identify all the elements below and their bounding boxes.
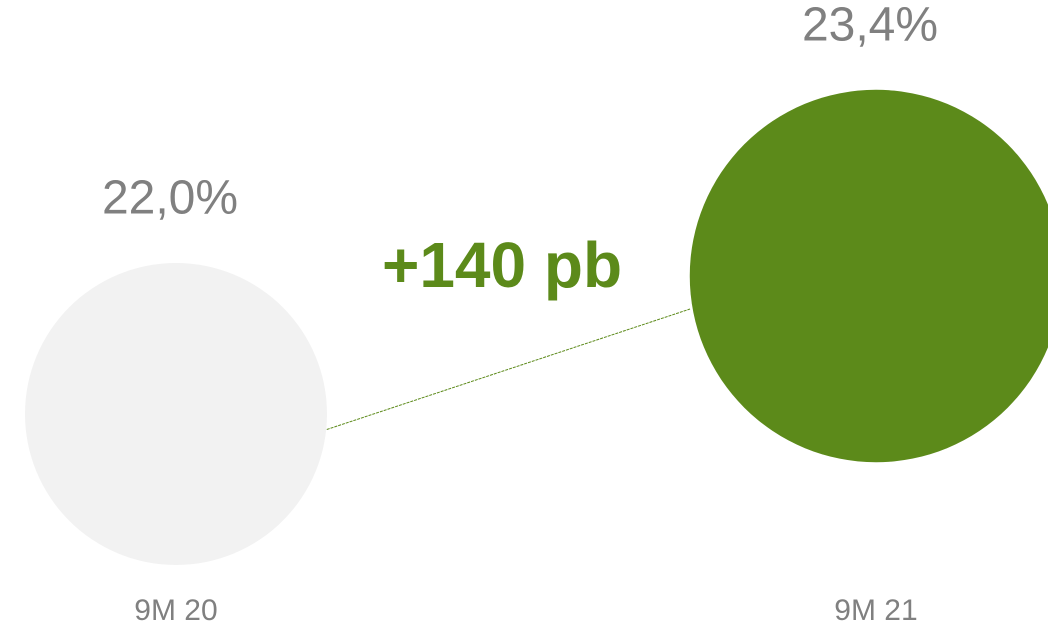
category-label: 9M 21: [834, 594, 917, 627]
change-annotation: +140 pb: [382, 229, 622, 301]
value-label: 22,0%: [102, 172, 238, 225]
connector: [326, 308, 691, 430]
bubble: [25, 263, 327, 565]
connector-layer: [326, 308, 691, 430]
bubble: [689, 89, 1048, 463]
value-label: 23,4%: [802, 0, 938, 51]
category-label: 9M 20: [134, 594, 217, 627]
